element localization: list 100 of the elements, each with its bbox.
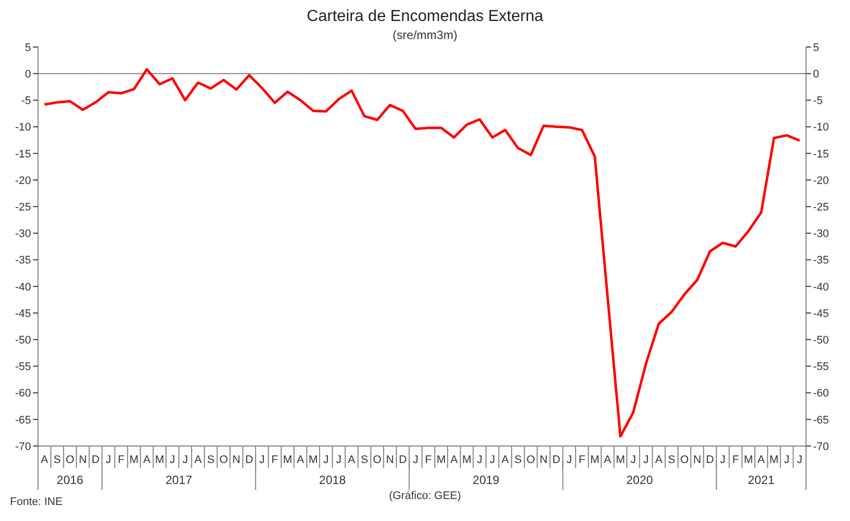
x-tick-label: M	[590, 454, 600, 466]
y2-tick-label: -45	[813, 308, 829, 320]
x-tick-label: F	[578, 454, 586, 466]
y-tick-label: -10	[15, 122, 31, 134]
x-tick-label: S	[514, 454, 522, 466]
y2-tick-label: -30	[813, 228, 829, 240]
y2-tick-label: -50	[813, 334, 829, 347]
chart-subtitle: (sre/mm3m)	[392, 28, 458, 42]
y-tick-label: -55	[15, 361, 31, 374]
x-tick-label: J	[490, 454, 496, 466]
y2-tick-label: 0	[813, 68, 820, 81]
y2-tick-label: -40	[813, 281, 829, 294]
x-tick-label: F	[118, 454, 125, 466]
y2-tick-label: -60	[813, 388, 829, 400]
x-tick-label: A	[655, 454, 664, 466]
x-tick-label: M	[155, 454, 164, 466]
x-tick-label: S	[54, 454, 61, 466]
x-tick-label: M	[462, 454, 472, 466]
x-tick-label: M	[308, 454, 318, 466]
text: 2019	[472, 473, 500, 487]
x-tick-label: D	[398, 454, 407, 466]
y2-tick-label: -35	[813, 254, 829, 267]
x-tick-label: A	[40, 454, 49, 466]
text: 2021	[748, 473, 775, 487]
y-tick-label: -40	[15, 281, 31, 294]
x-tick-label: J	[323, 454, 329, 466]
y-tick-label: -20	[15, 174, 31, 187]
y-tick-label: -70	[15, 440, 31, 453]
y2-tick-label: -15	[813, 148, 829, 160]
y2-tick-label: -5	[813, 95, 823, 108]
x-tick-label: J	[259, 454, 265, 466]
y-tick-label: -30	[15, 228, 31, 240]
text: 2020	[626, 473, 654, 487]
x-tick-label: J	[566, 454, 572, 466]
x-tick-label: M	[616, 454, 625, 466]
y-tick-label: -15	[15, 148, 31, 160]
y-tick-label: -35	[15, 254, 31, 267]
x-tick-label: M	[744, 454, 753, 466]
x-tick-label: O	[526, 454, 536, 466]
x-tick-label: J	[476, 454, 482, 466]
x-tick-label: A	[348, 454, 356, 466]
x-tick-label: J	[170, 454, 176, 466]
x-tick-label: M	[129, 454, 139, 466]
x-tick-label: S	[360, 454, 368, 466]
x-tick-label: O	[66, 454, 75, 466]
x-tick-label: J	[643, 454, 649, 466]
y2-tick-label: -55	[813, 361, 829, 374]
x-tick-label: N	[540, 454, 548, 466]
y2-tick-label: -65	[813, 414, 829, 426]
y-tick-label: 0	[24, 68, 31, 81]
x-tick-label: D	[706, 454, 714, 466]
x-tick-label: O	[219, 454, 228, 466]
text: 2016	[56, 473, 84, 487]
x-tick-label: O	[680, 454, 690, 466]
x-tick-label: O	[372, 454, 382, 466]
line-series	[43, 68, 801, 438]
x-tick-label: A	[296, 454, 305, 466]
x-tick-label: A	[450, 454, 458, 466]
y2-tick-label: 5	[813, 42, 820, 54]
x-tick-label: D	[245, 454, 254, 466]
y2-tick-label: -70	[813, 440, 829, 453]
x-tick-label: N	[232, 454, 240, 466]
x-tick-label: J	[784, 454, 790, 466]
x-tick-label: N	[78, 454, 87, 466]
x-tick-label: D	[92, 454, 100, 466]
x-tick-label: J	[796, 454, 802, 466]
y-tick-label: -65	[15, 414, 31, 426]
x-tick-label: N	[693, 454, 702, 466]
x-tick-label: S	[207, 454, 214, 466]
x-tick-label: A	[758, 454, 766, 466]
x-tick-label: A	[143, 454, 152, 466]
y-tick-label: 5	[24, 42, 31, 54]
x-tick-label: D	[552, 454, 560, 466]
text: 2018	[319, 473, 346, 487]
chart-title: Carteira de Encomendas Externa	[306, 8, 544, 26]
y-tick-label: -60	[15, 388, 31, 400]
x-tick-label: J	[106, 454, 112, 466]
x-tick-label: J	[412, 454, 418, 466]
x-tick-label: N	[386, 454, 394, 466]
y-tick-label: -5	[21, 95, 31, 108]
x-tick-label: F	[425, 454, 432, 466]
x-tick-label: J	[182, 454, 188, 466]
x-tick-label: M	[436, 454, 446, 466]
x-tick-label: F	[732, 454, 740, 466]
x-tick-label: S	[668, 454, 676, 466]
source-note: Fonte: INE	[10, 496, 63, 508]
y-tick-label: -50	[15, 334, 31, 347]
y-tick-label: -45	[15, 308, 31, 320]
x-tick-label: J	[336, 454, 342, 466]
x-tick-label: M	[283, 454, 292, 466]
x-tick-label: A	[604, 454, 612, 466]
x-tick-label: J	[630, 454, 636, 466]
x-tick-label: J	[720, 454, 726, 466]
text: (Gráfico: GEE)	[388, 490, 462, 502]
y2-tick-label: -20	[813, 174, 829, 187]
x-tick-label: M	[769, 454, 779, 466]
y2-tick-label: -25	[813, 202, 829, 214]
text: 2017	[165, 473, 192, 487]
x-tick-label: A	[194, 454, 202, 466]
x-tick-label: A	[502, 454, 510, 466]
